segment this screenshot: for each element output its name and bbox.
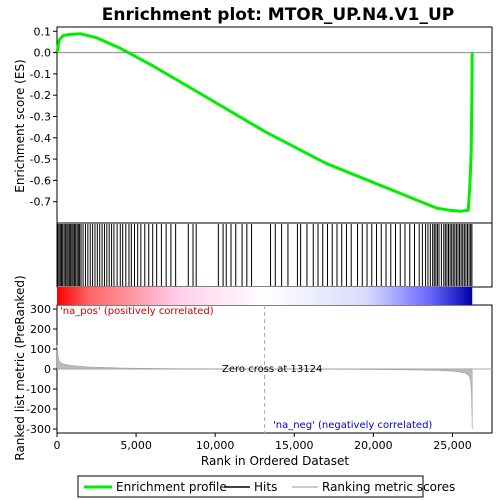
es-layer (55, 32, 492, 213)
chart-title: Enrichment plot: MTOR_UP.N4.V1_UP (102, 5, 454, 25)
rank-color-band (57, 287, 473, 305)
es-y-tick-label: -0.5 (30, 153, 51, 166)
es-y-tick-label: 0.0 (34, 47, 52, 60)
metric-area (56, 344, 473, 430)
es-y-tick-label: -0.3 (30, 110, 51, 123)
x-tick-label: 20,000 (354, 439, 393, 452)
zero-cross-label: Zero cross at 13124 (222, 364, 322, 375)
metric-y-tick-label: 200 (30, 323, 51, 336)
neg-label: 'na_neg' (negatively correlated) (273, 420, 432, 431)
x-tick-label: 10,000 (196, 439, 235, 452)
es-y-tick-label: -0.6 (30, 174, 51, 187)
metric-layer (56, 305, 492, 433)
es-y-tick-label: -0.2 (30, 89, 51, 102)
hits-layer (57, 224, 473, 286)
x-tick-label: 25,000 (433, 439, 472, 452)
metric-y-tick-label: -200 (26, 403, 51, 416)
metric-y-tick-label: -100 (26, 383, 51, 396)
legend-label-hits: Hits (254, 480, 277, 494)
x-tick-label: 0 (54, 439, 61, 452)
es-y-tick-label: 0.1 (34, 25, 52, 38)
es-panel-frame (56, 26, 493, 224)
metric-y-tick-label: -300 (26, 423, 51, 436)
x-tick-label: 5,000 (120, 439, 152, 452)
axis-layer: 0.1 0.0 -0.1 -0.2 -0.3 -0.4 -0.5 -0.6 -0.7 300 200… (26, 25, 472, 452)
legend-label-enrichment: Enrichment profile (116, 480, 227, 494)
x-tick-label: 15,000 (275, 439, 314, 452)
metric-y-tick-label: 0 (44, 363, 51, 376)
band-rect (57, 287, 473, 305)
legend-box (77, 475, 424, 498)
metric-y-tick-label: 100 (30, 343, 51, 356)
metric-y-tick-label: 300 (30, 303, 51, 316)
pos-label: 'na_pos' (positively correlated) (60, 306, 214, 317)
es-y-tick-label: -0.1 (30, 68, 51, 81)
es-axis-label: Enrichment score (ES) (13, 59, 27, 192)
es-y-tick-label: -0.7 (30, 196, 51, 209)
legend-label-metric: Ranking metric scores (322, 480, 455, 494)
metric-axis-label: Ranked list metric (PreRanked) (13, 275, 27, 460)
x-axis-label: Rank in Ordered Dataset (201, 454, 349, 468)
enrichment-profile-line (55, 32, 474, 213)
es-y-tick-label: -0.4 (30, 132, 51, 145)
